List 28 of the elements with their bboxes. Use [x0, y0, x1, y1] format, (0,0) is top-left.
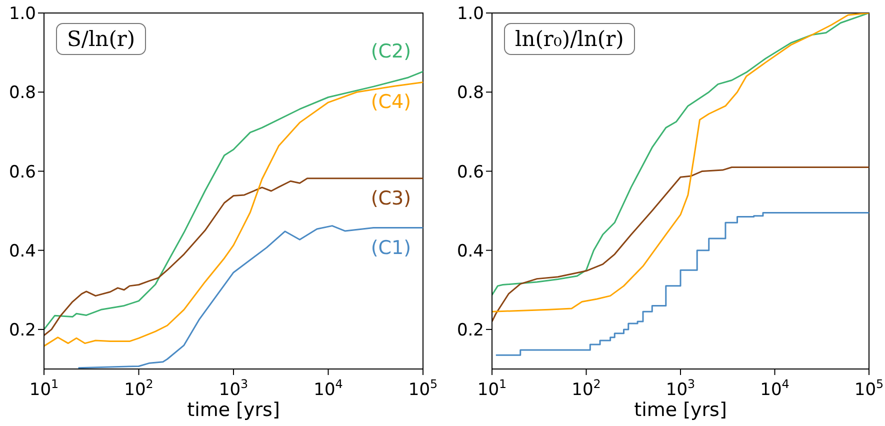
x-tick-label: 10$^{4}$ — [314, 377, 343, 400]
x-tick-label: 10$^{3}$ — [666, 377, 696, 400]
y-tick-label: 0.8 — [8, 83, 36, 104]
text: S/ln(r) — [56, 23, 146, 55]
x-tick-label: 10$^{3}$ — [218, 377, 248, 400]
y-tick-label: 0.4 — [456, 241, 484, 262]
text: ln(r₀)/ln(r) — [504, 23, 635, 55]
series-label: (C4) — [370, 91, 411, 114]
series-label: (C3) — [370, 187, 411, 210]
x-axis-title: time [yrs] — [187, 399, 280, 421]
x-tick-label: 10$^{2}$ — [572, 377, 601, 400]
y-tick-label: 0.8 — [456, 83, 484, 104]
y-tick-label: 0.4 — [8, 241, 36, 262]
y-tick-label: 1.0 — [456, 4, 484, 24]
x-axis-title: time [yrs] — [634, 399, 727, 421]
x-tick-label: 10$^{1}$ — [29, 377, 59, 400]
x-tick-label: 10$^{4}$ — [760, 377, 790, 400]
x-tick-label: 10$^{1}$ — [477, 377, 507, 400]
y-tick-label: 0.2 — [8, 320, 36, 340]
y-tick-label: 0.6 — [456, 162, 484, 182]
x-tick-label: 10$^{5}$ — [854, 377, 884, 400]
series-label: (C1) — [370, 236, 411, 259]
y-tick-label: 1.0 — [8, 4, 36, 24]
y-tick-label: 0.6 — [8, 162, 36, 182]
x-tick-label: 10$^{2}$ — [124, 377, 154, 400]
x-tick-label: 10$^{5}$ — [408, 377, 438, 400]
y-tick-label: 0.2 — [456, 320, 484, 340]
series-label: (C2) — [370, 40, 411, 63]
